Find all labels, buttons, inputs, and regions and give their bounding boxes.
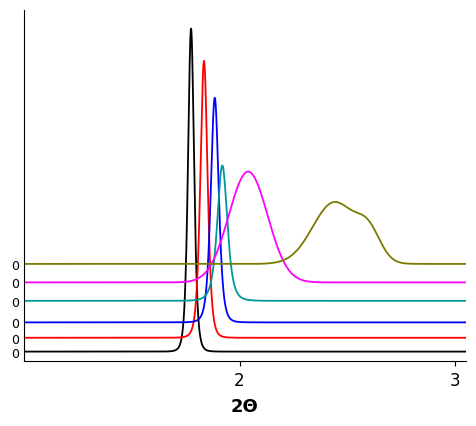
X-axis label: 2Θ: 2Θ: [230, 397, 258, 415]
